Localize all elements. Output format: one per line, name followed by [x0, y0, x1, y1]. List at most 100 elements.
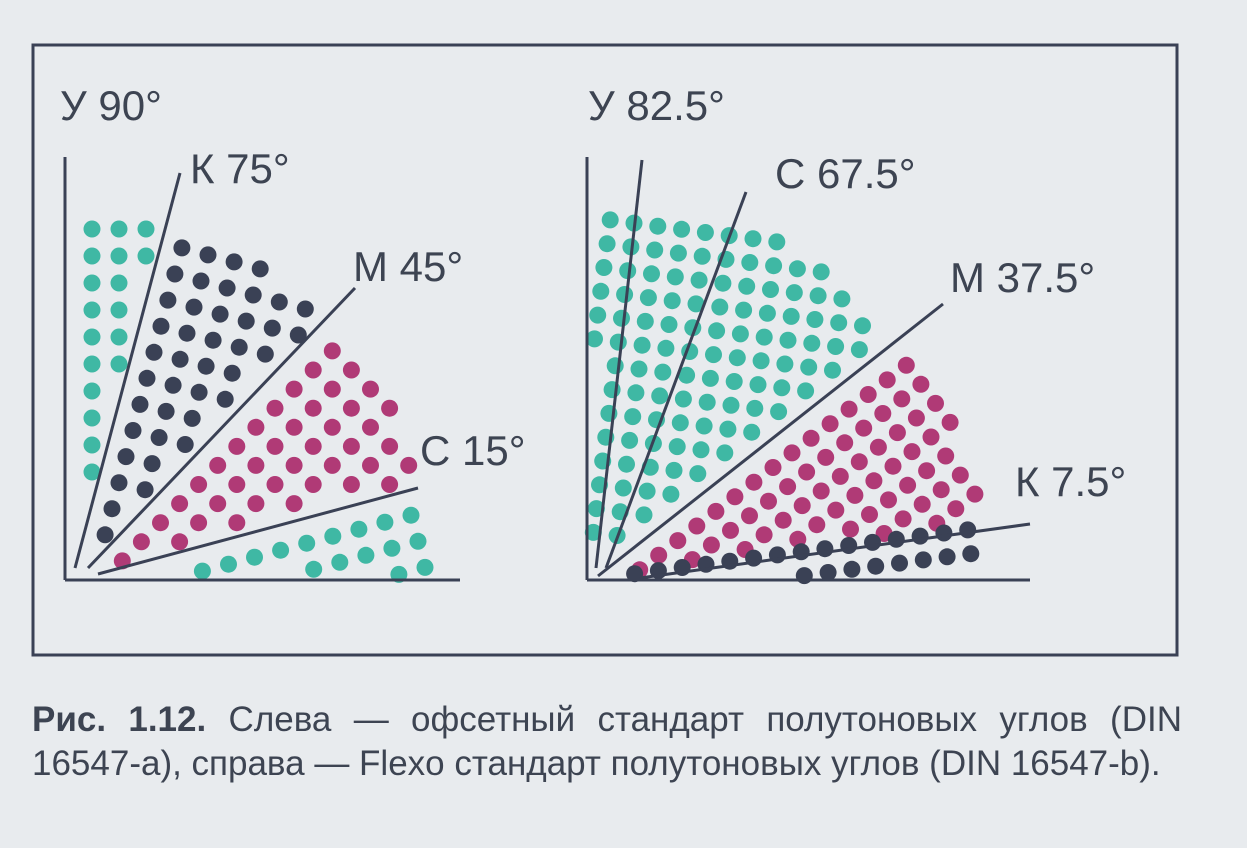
halftone-dot-cyan [785, 284, 803, 302]
halftone-dot-magenta [171, 533, 189, 551]
halftone-dot-key_dark [103, 500, 121, 518]
halftone-dot-cyan [689, 465, 707, 483]
halftone-dot-magenta [381, 476, 399, 493]
halftone-dot-yellow_cyan [83, 355, 101, 373]
halftone-dot-magenta [285, 380, 303, 398]
halftone-dot-yellow_cyan [137, 220, 155, 238]
halftone-dot-magenta [362, 380, 379, 398]
halftone-dot-magenta [152, 514, 169, 532]
halftone-dot-cyan [668, 438, 686, 456]
halftone-dot-magenta [812, 482, 830, 500]
halftone-dot-cyan [621, 431, 639, 449]
left-line-c15 [97, 486, 419, 576]
halftone-dot-magenta [937, 447, 955, 465]
halftone-dot-key_dark [864, 533, 881, 551]
halftone-dot-yellow_cyan [110, 301, 128, 319]
halftone-dot-cyan [671, 414, 689, 432]
halftone-dot-magenta [722, 521, 739, 539]
halftone-dot-key_dark [183, 409, 201, 427]
halftone-dot-magenta [362, 418, 379, 436]
halftone-dot-cyan [305, 560, 323, 578]
halftone-dot-key_dark [143, 455, 161, 473]
halftone-dot-yellow_cyan [83, 463, 101, 481]
left-label-m45: М 45° [353, 243, 463, 290]
halftone-dot-magenta [903, 443, 921, 461]
halftone-dot-key_dark [145, 343, 163, 361]
halftone-dot-cyan [714, 274, 732, 292]
halftone-dot-magenta [899, 476, 917, 494]
halftone-dot-cyan [587, 500, 605, 518]
halftone-dot-cyan [663, 292, 681, 310]
halftone-dot-cyan [833, 290, 851, 308]
halftone-dot-cyan [673, 220, 691, 238]
halftone-dot-magenta [304, 437, 322, 455]
halftone-dot-cyan [696, 224, 714, 241]
halftone-dot-cyan [746, 399, 764, 417]
halftone-dot-magenta [927, 394, 944, 412]
halftone-dot-cyan [854, 317, 871, 335]
halftone-dot-cyan [669, 244, 687, 262]
halftone-dot-cyan [246, 548, 263, 566]
halftone-dot-magenta [323, 380, 341, 398]
halftone-dot-cyan [752, 352, 770, 370]
halftone-dot-magenta [228, 437, 246, 455]
halftone-dot-cyan [765, 257, 783, 275]
halftone-dot-magenta [741, 507, 758, 525]
halftone-dot-cyan [409, 532, 427, 550]
halftone-dot-cyan [639, 289, 657, 307]
halftone-dot-key_dark [178, 324, 196, 342]
halftone-dot-yellow_cyan [83, 409, 101, 427]
halftone-dot-magenta [855, 419, 873, 437]
halftone-dot-magenta [817, 448, 835, 466]
halftone-dot-cyan [665, 461, 683, 479]
halftone-dot-magenta [846, 486, 864, 504]
halftone-dot-magenta [285, 495, 303, 513]
halftone-dot-magenta [304, 399, 322, 417]
halftone-dot-magenta [190, 476, 208, 493]
halftone-dot-key_dark [840, 537, 858, 554]
halftone-dot-cyan [762, 281, 779, 298]
halftone-dot-magenta [932, 481, 950, 499]
right-label-y825: У 82.5° [588, 82, 725, 129]
halftone-dot-magenta [894, 510, 912, 528]
halftone-dot-cyan [402, 506, 420, 524]
halftone-dot-key_dark [867, 557, 885, 575]
caption-label: Рис. 1.12. [32, 700, 207, 739]
halftone-dot-cyan [646, 241, 664, 259]
halftone-dot-magenta [859, 386, 877, 403]
left-line-k75 [73, 172, 182, 569]
halftone-dot-cyan [687, 295, 705, 313]
halftone-dot-magenta [342, 399, 360, 417]
halftone-dot-magenta [808, 516, 826, 534]
halftone-dot-cyan [660, 316, 678, 333]
halftone-dot-cyan [614, 479, 632, 497]
halftone-dot-magenta [669, 532, 687, 550]
halftone-dot-cyan [708, 322, 726, 340]
halftone-dot-cyan [738, 277, 756, 295]
halftone-dot-magenta [951, 466, 969, 484]
halftone-dot-cyan [649, 217, 667, 235]
halftone-dot-magenta [755, 526, 773, 544]
halftone-dot-cyan [633, 336, 651, 354]
halftone-dot-cyan [383, 539, 401, 557]
halftone-dot-magenta [836, 434, 854, 452]
halftone-dot-key_dark [819, 564, 837, 581]
halftone-dot-cyan [782, 307, 800, 325]
halftone-dot-cyan [701, 369, 719, 387]
halftone-dot-magenta [884, 457, 902, 475]
halftone-dot-cyan [272, 541, 290, 559]
halftone-dot-cyan [695, 417, 713, 435]
halftone-dot-cyan [624, 408, 642, 426]
halftone-dot-key_dark [204, 331, 222, 349]
halftone-dot-magenta [247, 456, 265, 474]
left-label-y90: У 90° [60, 82, 162, 129]
halftone-dot-cyan [749, 376, 767, 394]
halftone-dot-magenta [702, 536, 720, 554]
halftone-dot-magenta [304, 361, 322, 379]
right-line-c675 [604, 191, 748, 569]
halftone-dot-magenta [381, 437, 399, 455]
halftone-dot-magenta [850, 453, 868, 471]
halftone-dot-cyan [678, 366, 696, 384]
halftone-dot-key_dark [185, 298, 203, 316]
